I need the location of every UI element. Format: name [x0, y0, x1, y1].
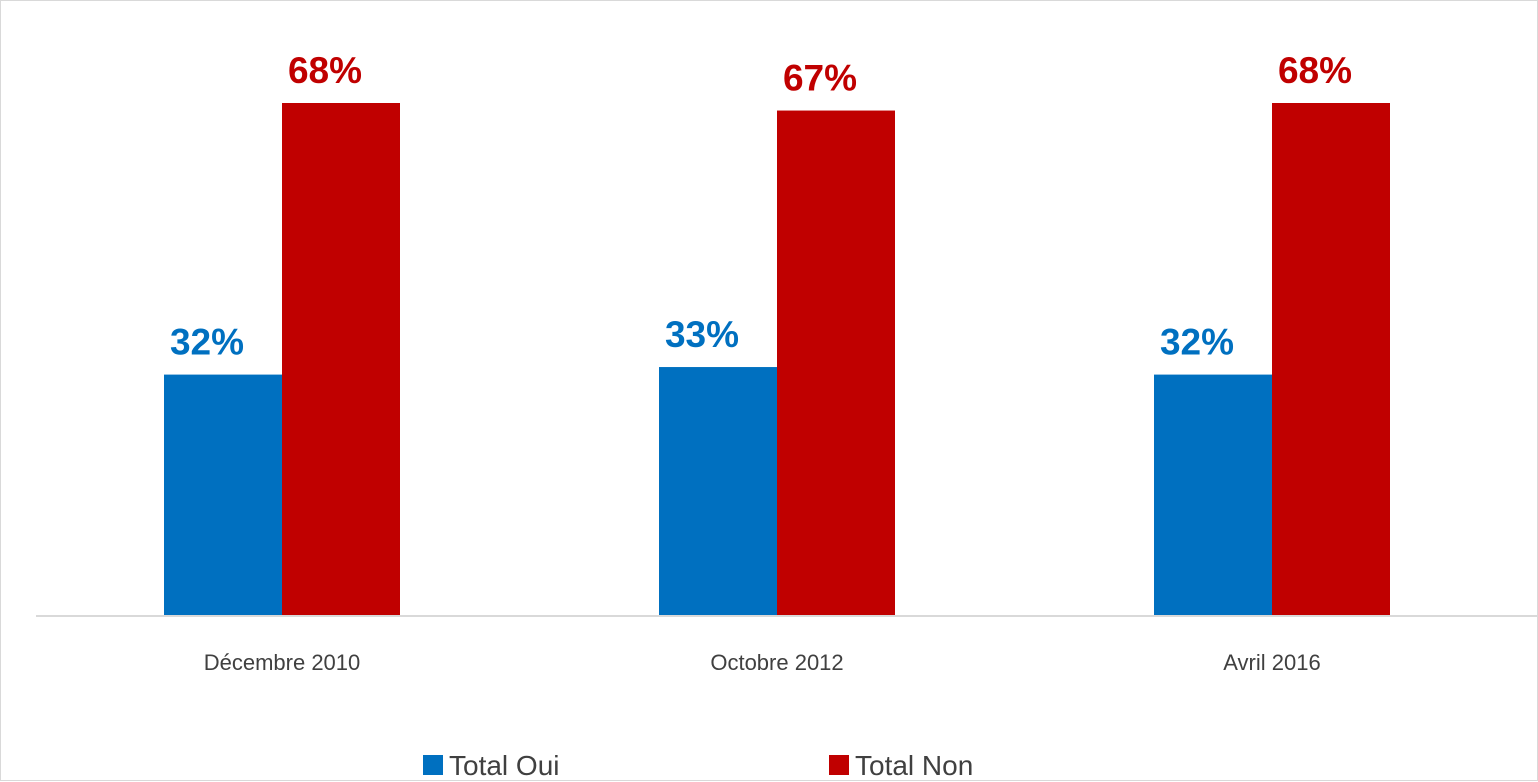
x-tick-label-3: Avril 2016 [1223, 650, 1320, 675]
legend-label-oui: Total Oui [449, 750, 560, 781]
bar-oui-3 [1154, 374, 1272, 616]
legend-swatch-oui [423, 755, 443, 775]
x-tick-labels-layer: Décembre 2010 Octobre 2012 Avril 2016 [204, 650, 1321, 675]
data-labels-layer: 32% 68% 33% 67% 32% 68% [170, 50, 1352, 363]
bar-non-3 [1272, 103, 1390, 616]
bars-layer [164, 103, 1390, 616]
legend-label-non: Total Non [855, 750, 973, 781]
x-tick-label-2: Octobre 2012 [710, 650, 843, 675]
data-label-non-1: 68% [288, 50, 362, 91]
data-label-oui-2: 33% [665, 314, 739, 355]
data-label-oui-1: 32% [170, 322, 244, 363]
bar-non-1 [282, 103, 400, 616]
data-label-oui-3: 32% [1160, 322, 1234, 363]
bar-oui-2 [659, 367, 777, 616]
bar-non-2 [777, 110, 895, 616]
legend: Total Oui Total Non [423, 750, 973, 781]
data-label-non-3: 68% [1278, 50, 1352, 91]
x-tick-label-1: Décembre 2010 [204, 650, 361, 675]
legend-swatch-non [829, 755, 849, 775]
data-label-non-2: 67% [783, 58, 857, 99]
bar-oui-1 [164, 374, 282, 616]
